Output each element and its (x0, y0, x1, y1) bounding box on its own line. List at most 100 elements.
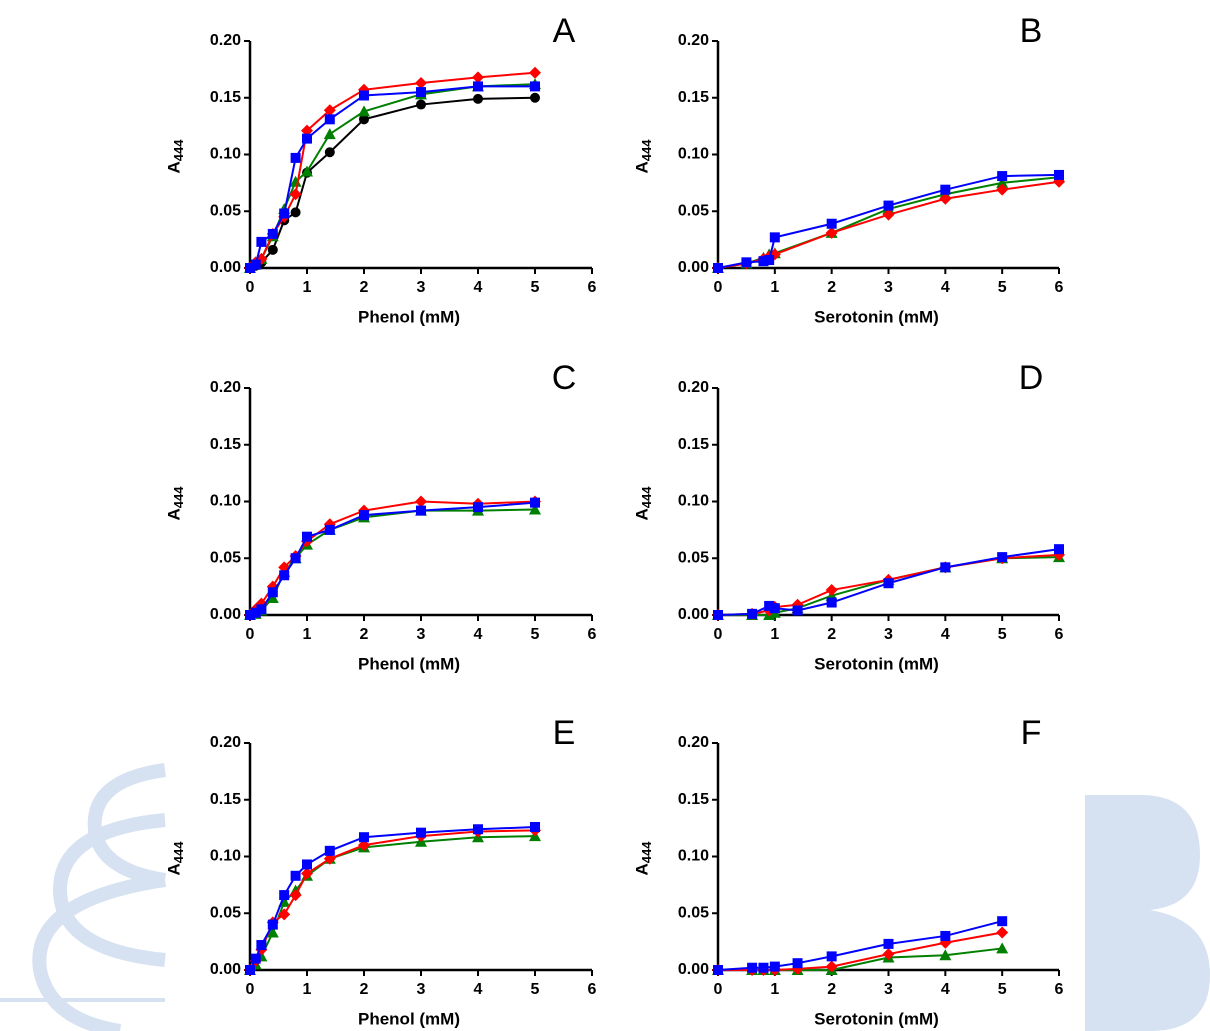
y-tick-label: 0.05 (210, 549, 241, 566)
data-point (290, 553, 301, 564)
data-point (473, 824, 483, 835)
data-point (267, 244, 278, 255)
data-point (997, 171, 1008, 182)
series-line (249, 829, 536, 971)
data-point (530, 92, 540, 103)
x-tick-label: 3 (884, 981, 893, 998)
x-tick-label: 3 (417, 981, 426, 998)
y-tick-label: 0.05 (678, 904, 709, 921)
data-point (278, 908, 291, 921)
data-point (825, 226, 838, 239)
y-axis-label-subscript: 444 (171, 486, 186, 508)
x-tick-label: 5 (531, 626, 540, 643)
panel: 0.00 0.05 0.10 0.15 0.20 0 1 2 3 4 5 6 Serotonin (mM… (632, 359, 1065, 673)
data-point (279, 570, 290, 581)
x-tick-label: 4 (941, 279, 950, 296)
y-axis-label: A444 (164, 139, 186, 174)
data-point (250, 607, 261, 618)
x-tick-label: 2 (827, 279, 836, 296)
x-tick-label: 1 (303, 981, 312, 998)
y-tick-label: 0.00 (678, 606, 709, 623)
data-point (301, 867, 313, 880)
x-tick-label: 2 (827, 981, 836, 998)
data-point (530, 497, 540, 508)
series-line (717, 920, 1003, 971)
x-tick-label: 3 (417, 626, 426, 643)
x-tick-label: 1 (770, 981, 779, 998)
data-point (940, 562, 951, 573)
series-line (717, 173, 1060, 269)
data-point (416, 87, 426, 98)
y-tick-label: 0.10 (678, 146, 709, 163)
panel-label: F (1021, 714, 1042, 752)
x-tick-label: 6 (1055, 981, 1064, 998)
data-point (250, 259, 261, 270)
data-point (530, 81, 540, 92)
data-point (245, 263, 255, 273)
data-point (289, 175, 302, 187)
x-tick-label: 1 (303, 626, 312, 643)
data-point (996, 926, 1009, 939)
data-point (940, 184, 951, 195)
data-point (764, 600, 775, 611)
data-point (713, 965, 723, 975)
x-tick-label: 2 (360, 626, 369, 643)
data-point (826, 951, 837, 962)
y-tick-label: 0.20 (210, 734, 241, 751)
y-tick-label: 0.05 (678, 549, 709, 566)
y-tick-label: 0.10 (678, 493, 709, 510)
y-tick-label: 0.10 (210, 493, 241, 510)
data-point (415, 76, 427, 89)
data-point (882, 948, 895, 961)
y-axis-label: A444 (164, 486, 186, 521)
data-point (769, 232, 780, 243)
x-tick-label: 5 (531, 279, 540, 296)
x-axis-label: Phenol (mM) (358, 1009, 460, 1028)
data-point (290, 870, 301, 881)
data-point (279, 208, 290, 219)
x-tick-label: 0 (714, 626, 723, 643)
x-axis-label: Serotonin (mM) (814, 307, 939, 326)
series-line (717, 548, 1060, 616)
data-point (323, 128, 336, 140)
data-point (939, 949, 952, 961)
y-axis-label: A444 (632, 486, 654, 521)
data-point (416, 827, 426, 838)
data-point (883, 578, 894, 589)
y-tick-label: 0.00 (210, 259, 241, 276)
x-tick-label: 6 (1055, 626, 1064, 643)
data-point (289, 889, 302, 902)
data-point (473, 81, 483, 92)
watermark (0, 763, 1210, 1031)
data-point (825, 584, 838, 597)
x-tick-label: 5 (998, 279, 1007, 296)
y-axis-label-subscript: 444 (171, 841, 186, 863)
y-tick-label: 0.20 (678, 379, 709, 396)
data-point (826, 218, 837, 229)
data-point (747, 608, 758, 619)
y-tick-label: 0.00 (210, 961, 241, 978)
data-point (792, 958, 803, 969)
x-axis-label: Phenol (mM) (358, 307, 460, 326)
data-point (713, 263, 723, 273)
x-tick-label: 1 (303, 279, 312, 296)
data-point (713, 610, 723, 620)
panel-label: C (552, 359, 577, 397)
x-tick-label: 0 (714, 279, 723, 296)
data-point (267, 919, 278, 930)
y-axis-label: A444 (164, 841, 186, 876)
x-tick-label: 2 (827, 626, 836, 643)
x-tick-label: 6 (588, 626, 597, 643)
y-tick-label: 0.15 (210, 89, 241, 106)
data-point (256, 940, 267, 951)
y-axis-label-subscript: 444 (639, 841, 654, 863)
y-axis-label-subscript: 444 (639, 486, 654, 508)
data-point (359, 90, 369, 101)
x-tick-label: 5 (998, 626, 1007, 643)
data-point (997, 916, 1008, 927)
y-tick-label: 0.20 (678, 32, 709, 49)
data-point (266, 926, 279, 938)
data-point (267, 228, 278, 239)
